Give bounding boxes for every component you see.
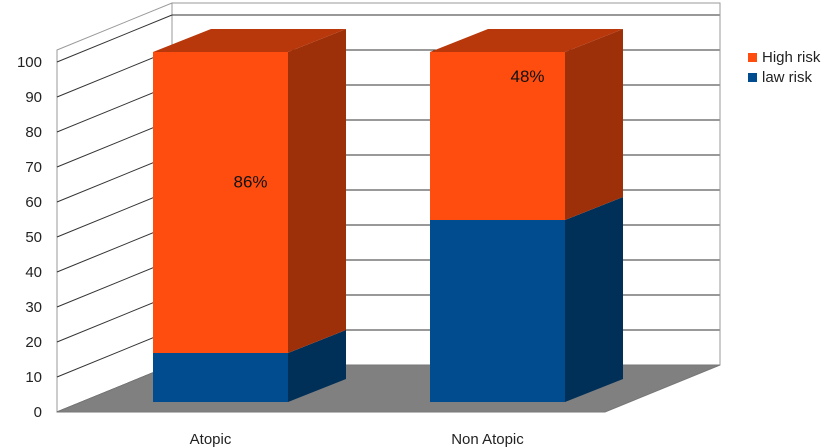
bar-side [565,29,623,220]
legend: High risk law risk [748,47,820,87]
data-label: 48% [510,67,544,86]
legend-item-law-risk: law risk [748,67,820,87]
gridline-left [56,329,173,378]
bar-front [153,353,288,402]
gridline-left [56,259,173,308]
y-tick-label: 20 [25,334,42,351]
bar-side [288,330,346,402]
bar-segment [153,330,346,402]
gridline-left [56,224,173,273]
data-label: 86% [233,172,267,191]
bar-front [430,52,565,220]
bar-top [153,29,346,52]
y-tick-label: 90 [25,89,42,106]
gridline-left [56,294,173,343]
legend-label-high-risk: High risk [762,48,821,66]
legend-label-law-risk: law risk [762,68,813,86]
bar-segment [153,29,346,353]
legend-swatch-law-risk [748,72,757,82]
gridline-left [56,49,173,98]
gridline-left [56,14,173,63]
y-tick-label: 30 [25,299,42,316]
bar-segment [430,197,623,402]
bar-top [430,29,623,52]
y-tick-label: 40 [25,264,42,281]
y-tick-label: 70 [25,159,42,176]
gridline-left [56,119,173,168]
x-category-label: Non Atopic [451,431,524,448]
bar-segment [430,29,623,220]
bar-side [565,197,623,402]
gridline-left [56,84,173,133]
y-axis-ticks: 0 10 20 30 40 50 60 70 80 90 100 [17,54,42,421]
gridline-left [56,154,173,203]
x-category-label: Atopic [190,431,232,448]
legend-item-high-risk: High risk [748,47,820,67]
bar-front [153,52,288,353]
y-tick-label: 10 [25,369,42,386]
bar-front [430,220,565,402]
y-tick-label: 100 [17,54,42,71]
y-tick-label: 0 [34,404,42,421]
bar-side [288,29,346,353]
data-labels: 86% 48% [233,67,544,191]
y-tick-label: 50 [25,229,42,246]
x-axis-categories: Atopic Non Atopic [190,431,525,448]
bars [153,29,623,402]
gridline-left [56,189,173,238]
y-tick-label: 80 [25,124,42,141]
y-tick-label: 60 [25,194,42,211]
legend-swatch-high-risk [748,52,757,62]
